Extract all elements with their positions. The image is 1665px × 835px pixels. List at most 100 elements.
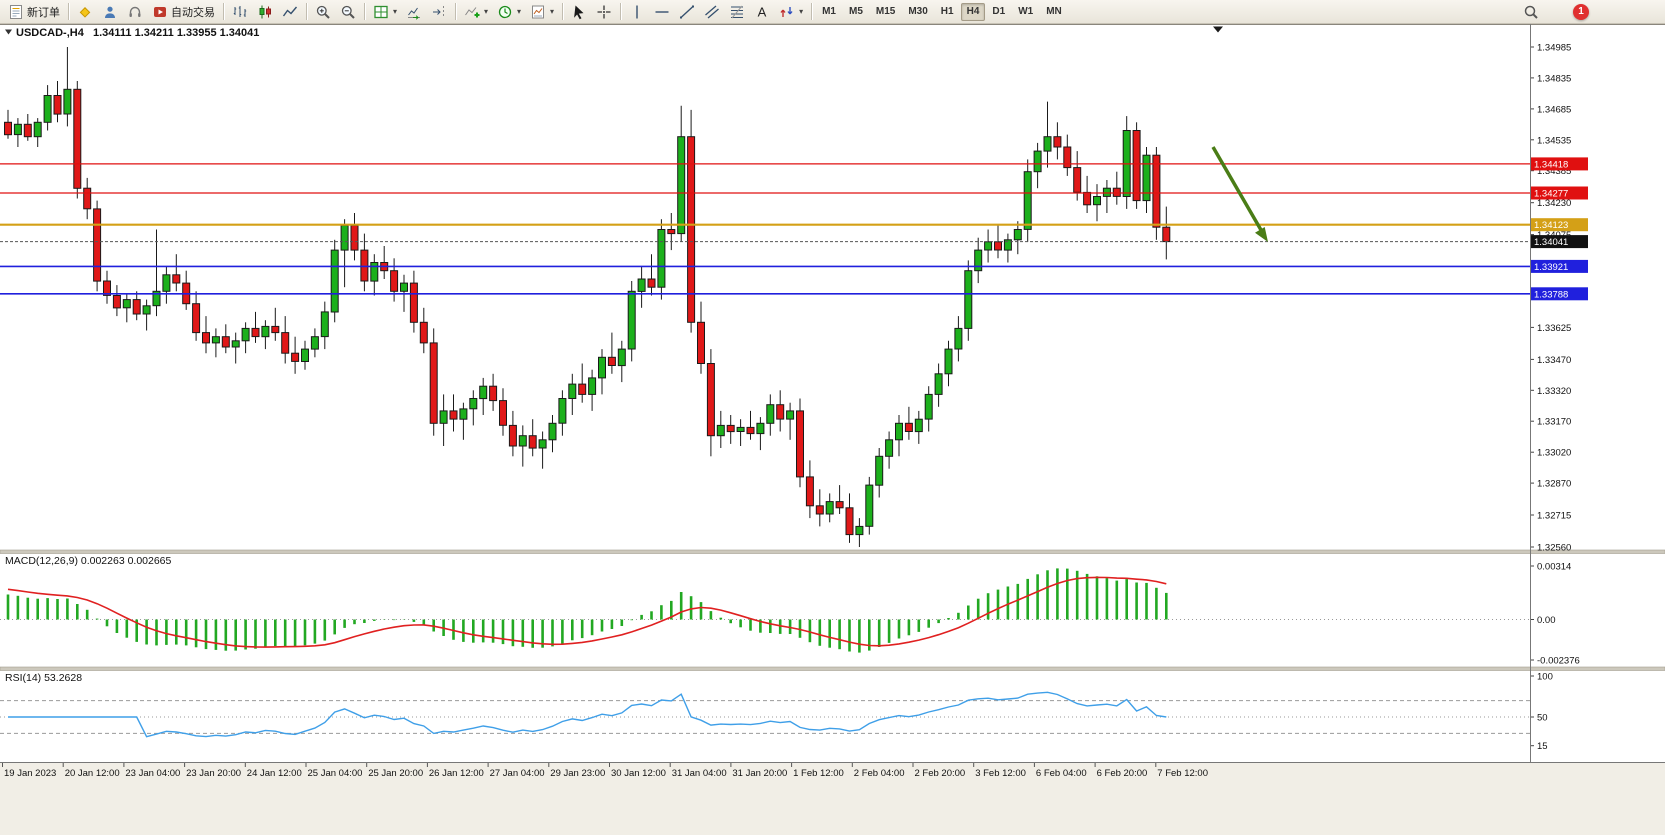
price-scale-label: 1.34230 (1537, 198, 1571, 209)
search-button[interactable] (1519, 2, 1543, 22)
annotation-arrow-layer[interactable] (1211, 146, 1268, 242)
new-order-button[interactable]: 新订单 (4, 2, 64, 22)
auto-trading-button[interactable]: 自动交易 (148, 2, 219, 22)
new-chart-button[interactable]: ▾ (369, 2, 401, 22)
chart-host: 1.34985 1.34835 1.34685 1.34535 1.34385 1.342… (0, 24, 1665, 835)
bar-chart-button[interactable] (228, 2, 252, 22)
candle-body (93, 208, 102, 282)
chart-title-marker-icon[interactable] (5, 29, 12, 35)
text-icon: A (758, 4, 767, 19)
fibonacci-icon (731, 5, 744, 18)
candle-body (1053, 136, 1062, 148)
crosshair-button[interactable] (592, 2, 616, 22)
time-axis[interactable]: 19 Jan 2023 20 Jan 12:00 23 Jan 04:00 23 Ja… (2, 763, 1209, 779)
timeframe-button-m15[interactable]: M15 (875, 6, 896, 17)
notification-badge[interactable]: 1 (1573, 3, 1589, 20)
candle-body (845, 507, 854, 536)
candle-body (320, 311, 329, 338)
candle-body (508, 424, 517, 447)
timeframe-button-h1[interactable]: H1 (940, 6, 954, 17)
fibonacci-tool-button[interactable] (725, 2, 749, 22)
chart-window[interactable]: 1.34985 1.34835 1.34685 1.34535 1.34385 1.342… (0, 24, 1665, 835)
cursor-button[interactable] (567, 2, 591, 22)
candlestick-chart-button[interactable] (253, 2, 277, 22)
candle-body (667, 229, 676, 235)
price-scale[interactable]: 1.34985 1.34835 1.34685 1.34535 1.34385 1.342… (1530, 24, 1589, 762)
candle-body (459, 408, 468, 420)
candle-body (53, 95, 62, 115)
arrows-tool-button[interactable]: ▾ (775, 2, 807, 22)
trendline-icon (680, 5, 695, 18)
candle-body (122, 299, 131, 309)
horizontal-line-tool-button[interactable] (650, 2, 674, 22)
candle-body (202, 332, 210, 344)
candle-body (914, 418, 923, 433)
order-form-icon (10, 4, 22, 19)
candle-body (607, 356, 616, 366)
trend-arrow[interactable] (1211, 146, 1263, 231)
candle-body (776, 404, 785, 420)
candle-body (687, 136, 696, 323)
panel-separator[interactable] (0, 549, 1665, 554)
timeframe-button-m30[interactable]: M30 (908, 6, 928, 17)
toolbar-separator (620, 3, 622, 20)
community-button[interactable] (98, 2, 122, 22)
time-label: 31 Jan 04:00 (672, 768, 727, 779)
price-badge-label: 1.33921 (1534, 262, 1568, 273)
candle-body (301, 348, 309, 363)
time-label: 19 Jan 2023 (4, 768, 56, 779)
candle-body (528, 435, 537, 449)
candle-body (439, 410, 448, 424)
timeframe-button-d1[interactable]: D1 (992, 6, 1006, 17)
candle-body (538, 439, 547, 449)
templates-button[interactable]: ▾ (526, 2, 558, 22)
candle-body (1162, 226, 1171, 243)
chevron-down-icon: ▾ (799, 6, 804, 16)
candle-body (1102, 187, 1111, 197)
add-indicator-button[interactable]: ▾ (460, 2, 492, 22)
market-button[interactable] (73, 2, 97, 22)
zoom-out-button[interactable] (336, 2, 360, 22)
price-badge-label: 1.34277 (1534, 189, 1568, 200)
candles-layer (4, 47, 1171, 547)
channel-tool-button[interactable] (700, 2, 724, 22)
line-chart-button[interactable] (278, 2, 302, 22)
chart-shift-button[interactable] (427, 2, 451, 22)
zoom-in-button[interactable] (311, 2, 335, 22)
chart-shift-marker[interactable] (1213, 26, 1223, 33)
trendline-tool-button[interactable] (675, 2, 699, 22)
timeframe-button-m5[interactable]: M5 (848, 6, 863, 17)
crosshair-icon (597, 5, 611, 18)
candle-body (1073, 167, 1082, 193)
rsi-scale-label: 50 (1537, 713, 1548, 724)
support-button[interactable] (123, 2, 147, 22)
candle-body (875, 455, 884, 486)
vertical-line-tool-button[interactable] (625, 2, 649, 22)
candle-body (716, 424, 725, 437)
horizontal-line-icon (655, 10, 669, 13)
candle-body (1013, 229, 1022, 241)
candle-body (489, 385, 498, 402)
candle-body (726, 424, 735, 433)
timeframe-button-mn[interactable]: MN (1046, 6, 1062, 17)
vertical-line-icon (636, 5, 638, 18)
panel-separator[interactable] (0, 666, 1665, 671)
timeframe-button-m1[interactable]: M1 (822, 6, 836, 17)
template-icon (532, 5, 545, 18)
candle-body (221, 336, 230, 348)
trend-arrow-head[interactable] (1255, 227, 1268, 242)
text-tool-button[interactable]: A (750, 2, 774, 22)
candle-body (1083, 191, 1092, 206)
hlines-layer[interactable] (0, 163, 1530, 295)
candle-body (1043, 136, 1052, 152)
auto-scroll-button[interactable] (402, 2, 426, 22)
timeframe-button-h4[interactable]: H4 (960, 2, 986, 21)
chevron-down-icon: ▾ (517, 6, 522, 16)
candle-body (63, 88, 72, 115)
candle-body (310, 336, 319, 350)
candle-body (1023, 171, 1032, 230)
periods-button[interactable]: ▾ (493, 2, 525, 22)
rsi-scale-label: 15 (1537, 741, 1548, 752)
timeframe-button-w1[interactable]: W1 (1018, 6, 1034, 17)
